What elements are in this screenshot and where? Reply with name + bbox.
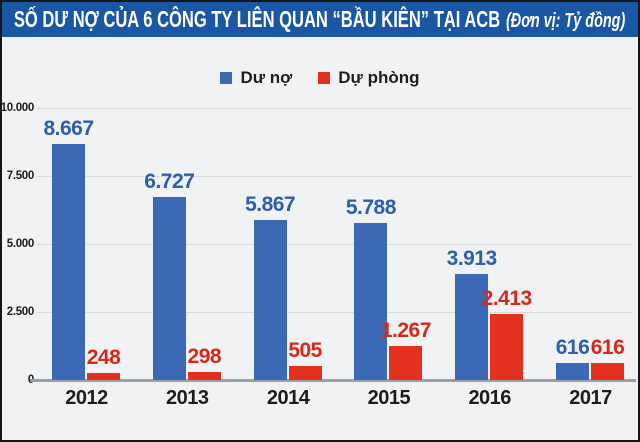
x-tick-label-2012: 2012 [65,387,108,409]
legend-item-du-phong: Dự phòng [318,68,420,88]
bar-du-phong-2016 [490,314,524,380]
legend-swatch-du-no [220,72,233,84]
chart-legend: Dư nợ Dự phòng [2,68,638,88]
bar-du-phong-2012 [87,373,120,380]
y-tick-label-0: 0 [2,374,34,386]
value-label-du-no-2015: 5.788 [345,195,397,219]
y-tick-label-5.000: 5.000 [6,238,35,250]
bar-du-no-2013 [152,197,186,380]
legend-item-du-no: Dư nợ [220,68,292,88]
value-label-du-phong-2014: 505 [288,339,322,363]
x-tick-label-2013: 2013 [166,387,209,409]
page-title: SỐ DƯ NỢ CỦA 6 CÔNG TY LIÊN QUAN “BẦU KI… [14,6,625,33]
title-text: SỐ DƯ NỢ CỦA 6 CÔNG TY LIÊN QUAN “BẦU KI… [14,6,501,32]
value-label-du-no-2017: 616 [555,336,590,360]
x-tick-label-2016: 2016 [468,387,511,409]
x-tick-label-2017: 2017 [569,387,612,409]
bar-du-phong-2014 [288,366,322,380]
bar-du-phong-2015 [389,345,423,380]
bar-du-phong-2013 [187,371,221,380]
bar-du-no-2012 [52,144,85,380]
gridline-2.500 [36,312,632,313]
value-label-du-phong-2013: 298 [187,344,222,368]
y-tick-label-7.500: 7.500 [6,170,35,182]
x-axis-line [30,379,636,382]
bar-du-phong-2017 [591,363,624,380]
bar-du-no-2015 [354,222,388,380]
legend-label-du-phong: Dự phòng [338,68,420,87]
x-tick-label-2015: 2015 [367,387,411,409]
y-tick-label-10.000: 10.000 [0,102,34,114]
value-label-du-no-2016: 3.913 [446,246,498,270]
legend-swatch-du-phong [318,72,331,84]
value-label-du-no-2012: 8.667 [43,117,94,141]
gridline-5.000 [36,244,632,245]
value-label-du-phong-2012: 248 [86,346,121,370]
bar-du-no-2017 [556,363,589,380]
title-unit-note: (Đơn vị: Tỷ đồng) [506,10,626,32]
x-tick-label-2014: 2014 [266,387,310,409]
bar-du-no-2016 [455,273,489,380]
value-label-du-phong-2016: 2.413 [481,287,533,311]
value-label-du-phong-2017: 616 [590,336,625,360]
gridline-10.000 [36,108,632,109]
legend-label-du-no: Dư nợ [240,68,293,87]
value-label-du-no-2013: 6.727 [144,170,195,194]
y-tick-label-2.500: 2.500 [6,306,35,318]
gridline-7.500 [36,176,632,177]
value-label-du-no-2014: 5.867 [245,193,296,217]
value-label-du-phong-2015: 1.267 [380,318,432,342]
bar-du-no-2014 [253,220,287,380]
title-bar: SỐ DƯ NỢ CỦA 6 CÔNG TY LIÊN QUAN “BẦU KI… [2,2,638,37]
